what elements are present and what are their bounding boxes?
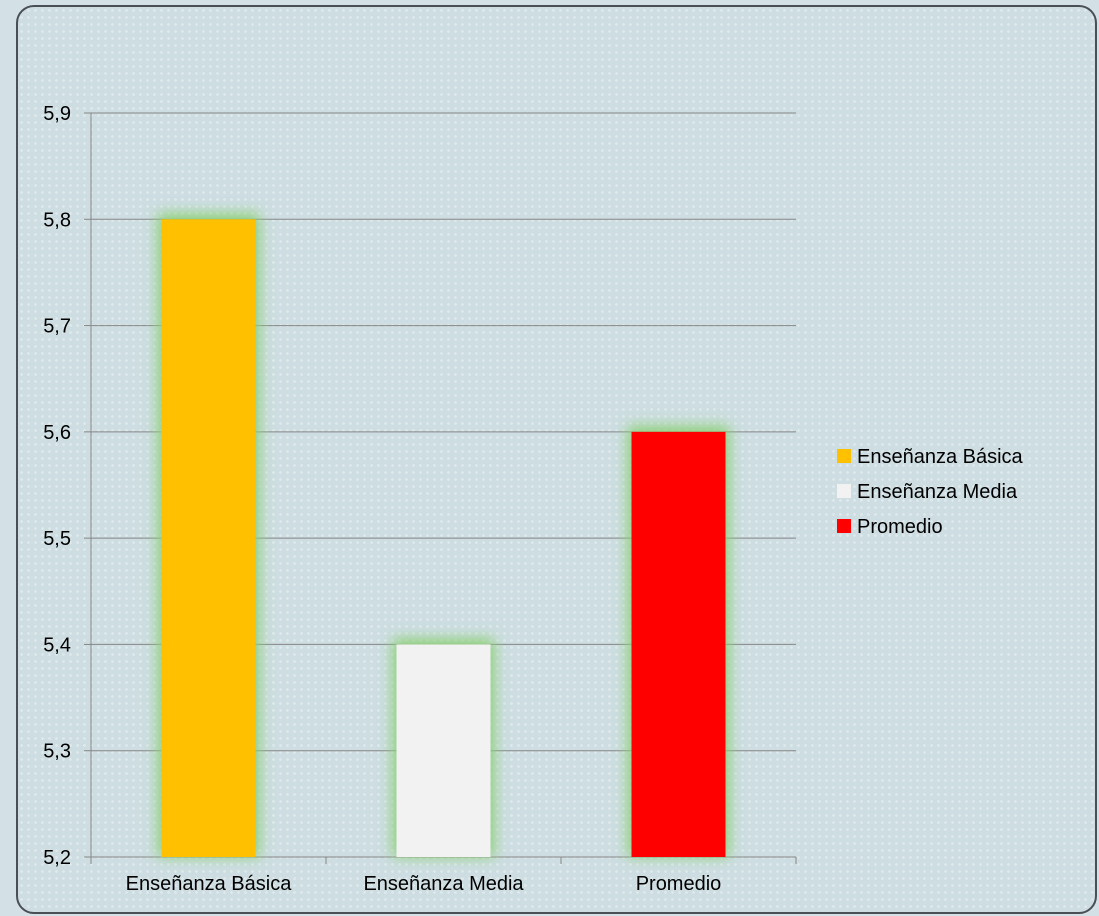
legend: Enseñanza Básica Enseñanza Media Promedio [837,446,1024,538]
bar[interactable] [631,431,726,857]
y-tick-label: 5,8 [43,209,71,231]
legend-label: Enseñanza Básica [857,446,1024,468]
x-axis-labels: Enseñanza Básica Enseñanza Media Promedio [126,873,722,895]
legend-swatch [837,519,851,533]
bar[interactable] [396,644,491,857]
y-tick-label: 5,6 [43,422,71,444]
y-tick-label: 5,7 [43,316,71,338]
y-tick-label: 5,5 [43,528,71,550]
y-axis-ticks: 5,2 5,3 5,4 5,5 5,6 5,7 5,8 5,9 [43,103,71,869]
y-tick-label: 5,9 [43,103,71,125]
legend-swatch [837,484,851,498]
x-tick-label: Enseñanza Básica [126,873,293,895]
bars [157,213,730,858]
bar[interactable] [161,219,256,858]
y-tick-label: 5,2 [43,847,71,869]
legend-swatch [837,449,851,463]
x-tick-label: Promedio [636,873,722,895]
x-tick-label: Enseñanza Media [363,873,524,895]
y-tick-label: 5,4 [43,634,71,656]
y-tick-label: 5,3 [43,741,71,763]
legend-label: Enseñanza Media [857,481,1018,503]
legend-label: Promedio [857,516,943,538]
